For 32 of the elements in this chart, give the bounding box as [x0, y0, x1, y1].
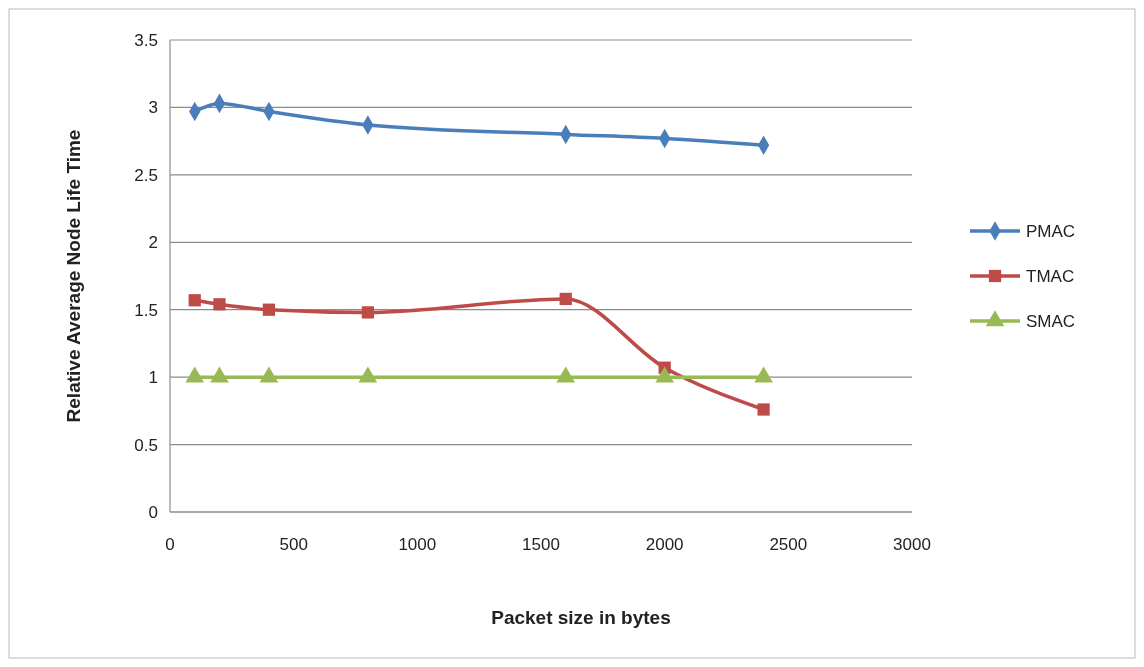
- point: [754, 366, 773, 383]
- x-tick-label: 2000: [645, 535, 684, 554]
- point: [559, 292, 572, 306]
- legend-label: TMAC: [1026, 266, 1075, 286]
- x-tick-label: 1000: [398, 535, 437, 554]
- x-tick-label: 500: [279, 535, 308, 554]
- y-tick-label: 3: [148, 98, 158, 118]
- point: [185, 366, 205, 383]
- x-tick-label: 1500: [522, 535, 560, 554]
- y-tick-label: 3.5: [134, 30, 158, 50]
- point: [358, 366, 378, 383]
- y-tick-label: 2: [148, 233, 158, 253]
- point: [259, 366, 279, 383]
- point: [262, 303, 276, 316]
- y-tick-label: 1.5: [134, 300, 158, 320]
- point: [210, 366, 229, 383]
- y-tick-label: 2.5: [134, 165, 158, 185]
- y-tick-label: 0.5: [134, 435, 158, 455]
- y-tick-label: 0: [148, 502, 158, 522]
- point: [655, 366, 674, 383]
- y-tick-label: 1: [148, 368, 158, 388]
- x-axis-title: Packet size in bytes: [491, 607, 671, 628]
- point: [188, 294, 201, 307]
- legend-label: SMAC: [1026, 311, 1076, 331]
- point: [213, 298, 226, 311]
- legend-label: PMAC: [1026, 221, 1076, 241]
- point: [556, 366, 576, 383]
- x-tick-label: 3000: [893, 535, 931, 554]
- x-tick-label: 0: [165, 535, 175, 554]
- point: [361, 306, 374, 319]
- x-tick-label: 2500: [769, 535, 808, 554]
- y-axis-title: Relative Average Node Life Time: [63, 129, 84, 423]
